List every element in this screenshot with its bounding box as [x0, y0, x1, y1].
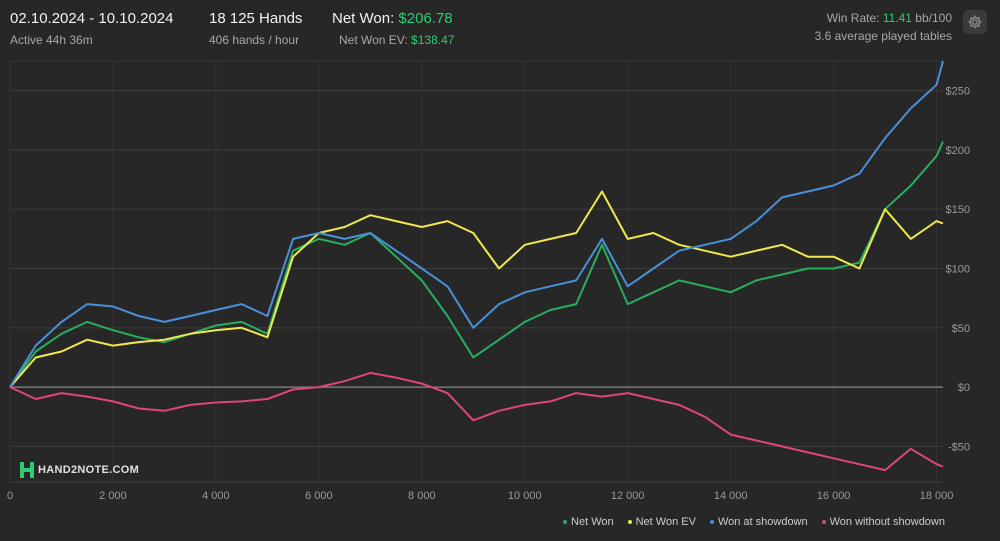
x-axis-labels: 0 2 000 4 000 6 000 8 000 10 000 12 000 14 000 1… [7, 490, 953, 502]
net-won-ev-value: $138.47 [411, 33, 455, 47]
logo-text: HAND2NOTE.COM [38, 464, 140, 476]
legend-swatch [709, 520, 714, 524]
legend-label: Won without showdown [829, 516, 945, 528]
x-tick-label: 18 000 [920, 490, 954, 502]
win-rate-unit: bb/100 [915, 11, 952, 25]
legend-label: Won at showdown [717, 516, 808, 528]
avg-tables: 3.6 average played tables [814, 29, 952, 43]
date-range: 02.10.2024 - 10.10.2024 [10, 10, 174, 27]
settings-button[interactable] [963, 10, 987, 34]
y-tick-label: $250 [946, 86, 970, 98]
hand2note-logo-icon [20, 462, 34, 478]
hands-per-hour: 406 hands / hour [209, 33, 300, 47]
legend-item-won-without-showdown[interactable]: Won without showdown [821, 512, 945, 532]
gear-icon [968, 15, 982, 29]
hand2note-logo: HAND2NOTE.COM [20, 462, 139, 478]
x-tick-label: 10 000 [508, 490, 542, 502]
legend-swatch [563, 520, 568, 524]
y-tick-label: $100 [946, 264, 970, 276]
net-won-value: $206.78 [398, 10, 453, 27]
series-line-net-won [9, 141, 944, 388]
net-won-label: Net Won: [332, 10, 395, 27]
stats-header: 02.10.2024 - 10.10.2024 Active 44h 36m 1… [0, 0, 1000, 55]
y-tick-label: -$50 [948, 441, 970, 453]
chart-grid [9, 60, 943, 483]
hands-count: 18 125 Hands [209, 10, 303, 27]
y-tick-label: $200 [946, 145, 970, 157]
chart-series [9, 60, 944, 472]
series-line-won-without-showdown [9, 371, 944, 472]
legend-label: Net Won EV [635, 516, 696, 528]
y-tick-label: $150 [946, 204, 970, 216]
x-tick-label: 8 000 [408, 490, 436, 502]
net-won-summary: Net Won: $206.78 [332, 10, 453, 27]
y-tick-label: $50 [952, 323, 970, 335]
win-rate-value: 11.41 [882, 11, 912, 25]
active-time: Active 44h 36m [10, 33, 93, 47]
legend-label: Net Won [571, 516, 614, 528]
x-tick-label: 0 [7, 490, 13, 502]
x-tick-label: 16 000 [817, 490, 851, 502]
legend-swatch [821, 520, 826, 524]
x-tick-label: 4 000 [202, 490, 230, 502]
series-line-won-at-showdown [9, 60, 944, 388]
legend-item-net-won[interactable]: Net Won [563, 512, 614, 532]
y-axis-labels: -$50 $0 $50 $100 $150 $200 $250 [946, 86, 970, 454]
series-line-net-won-ev [9, 190, 944, 388]
net-won-ev-summary: Net Won EV: $138.47 [339, 33, 454, 47]
legend-item-net-won-ev[interactable]: Net Won EV [627, 512, 696, 532]
y-tick-label: $0 [958, 382, 970, 394]
win-rate-label: Win Rate: [826, 11, 880, 25]
net-won-ev-label: Net Won EV: [339, 33, 408, 47]
x-tick-label: 6 000 [305, 490, 333, 502]
legend-swatch [627, 520, 632, 524]
x-tick-label: 2 000 [99, 490, 127, 502]
win-rate: Win Rate: 11.41 bb/100 [827, 11, 952, 25]
chart-legend: Net Won Net Won EV Won at showdown Won with… [0, 512, 945, 532]
legend-item-won-at-showdown[interactable]: Won at showdown [709, 512, 808, 532]
x-tick-label: 14 000 [714, 490, 748, 502]
x-tick-label: 12 000 [611, 490, 645, 502]
